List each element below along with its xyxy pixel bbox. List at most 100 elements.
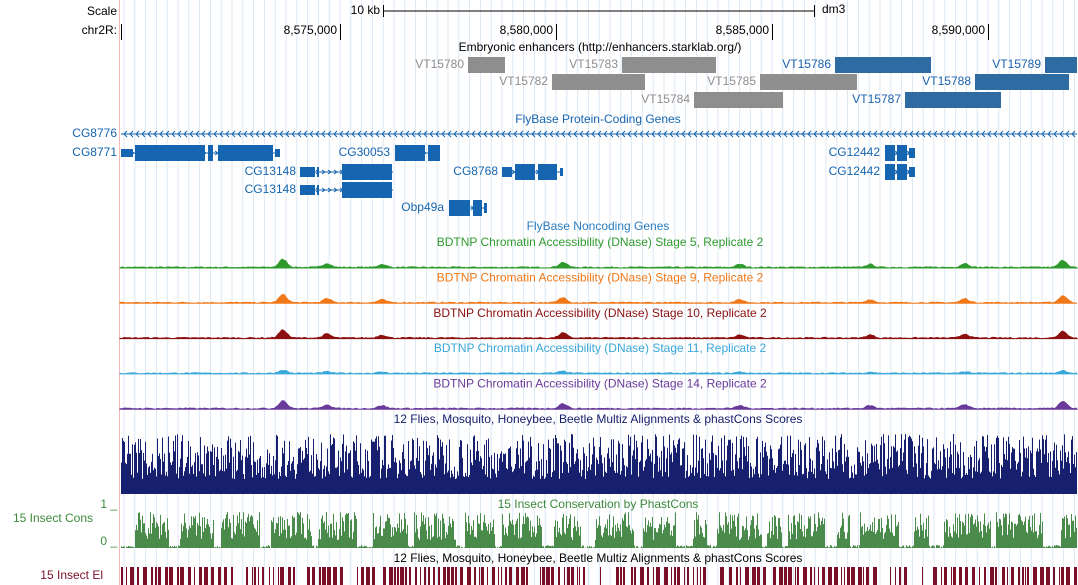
enhancer[interactable] [835, 57, 931, 73]
strand-arrow [483, 130, 488, 138]
strand-arrow [327, 169, 332, 175]
strand-arrow [201, 130, 206, 138]
strand-arrow [345, 130, 350, 138]
strand-arrow [123, 130, 128, 138]
element [951, 567, 952, 585]
element [455, 567, 457, 585]
exon [300, 185, 315, 195]
strand-arrow [525, 130, 530, 138]
strand-arrow [261, 130, 266, 138]
enhancer-label: VT15789 [992, 57, 1041, 71]
strand-arrow [555, 130, 560, 138]
strand-arrow [633, 130, 638, 138]
element [656, 567, 660, 585]
element [188, 567, 191, 585]
element [428, 567, 430, 585]
strand-arrow [135, 130, 140, 138]
element [415, 567, 417, 585]
gene[interactable] [449, 200, 487, 216]
gene[interactable] [502, 164, 563, 180]
element [389, 567, 393, 585]
strand-arrow [675, 130, 680, 138]
strand-arrow [477, 130, 482, 138]
strand-arrow [813, 130, 818, 138]
strand-arrow [711, 130, 716, 138]
strand-arrow [903, 130, 908, 138]
gene[interactable] [300, 164, 393, 180]
element [959, 567, 962, 585]
strand-arrow [987, 130, 992, 138]
enhancer[interactable] [622, 57, 716, 73]
strand-arrow [291, 130, 296, 138]
exon [449, 200, 470, 216]
strand-arrow [141, 130, 146, 138]
gene[interactable] [395, 145, 440, 161]
element [953, 567, 956, 585]
element [693, 567, 694, 585]
strand-arrow [177, 130, 182, 138]
strand-arrow [315, 130, 320, 138]
enhancer[interactable] [975, 74, 1069, 90]
element [899, 567, 901, 585]
element [137, 567, 139, 585]
track-title: BDTNP Chromatin Accessibility (DNase) St… [437, 235, 764, 249]
element [121, 567, 123, 585]
strand-arrow [609, 130, 614, 138]
scale-label: Scale [87, 4, 117, 18]
element [262, 567, 264, 585]
strand-arrow [1065, 130, 1070, 138]
element [460, 567, 463, 585]
gene[interactable] [885, 164, 915, 180]
strand-arrow [843, 130, 848, 138]
strand-arrow [213, 130, 218, 138]
strand-arrow [219, 130, 224, 138]
track-title: 15 Insect Conservation by PhastCons [498, 497, 699, 511]
enhancer[interactable] [468, 57, 505, 73]
element [409, 567, 411, 585]
element [246, 567, 248, 585]
cons-signal [121, 512, 1077, 548]
axis-label: 1 _ [100, 497, 117, 511]
exon [317, 167, 319, 177]
strand-arrow [861, 130, 866, 138]
element [564, 567, 565, 585]
exon [885, 164, 895, 180]
gene[interactable] [885, 145, 915, 161]
strand-arrow [513, 130, 518, 138]
enhancer[interactable] [694, 92, 783, 108]
element [933, 567, 937, 585]
strand-arrow [573, 130, 578, 138]
enhancer[interactable] [1045, 57, 1077, 73]
element [143, 567, 147, 585]
element [616, 567, 619, 585]
element [467, 567, 471, 585]
element [521, 567, 525, 585]
strand-arrow [777, 130, 782, 138]
element [322, 567, 326, 585]
element [1053, 567, 1055, 585]
enhancer[interactable] [905, 92, 1001, 108]
track-title: BDTNP Chromatin Accessibility (DNase) St… [433, 306, 767, 320]
strand-arrow [687, 130, 692, 138]
enhancer[interactable] [760, 74, 857, 90]
element [965, 567, 968, 585]
gene[interactable] [121, 145, 280, 161]
enhancer[interactable] [552, 74, 645, 90]
strand-arrow [441, 130, 446, 138]
element [1007, 567, 1008, 585]
element [1046, 567, 1050, 585]
element [941, 567, 942, 585]
strand-arrow [411, 130, 416, 138]
axis-label: 0 _ [100, 534, 117, 548]
strand-arrow [765, 130, 770, 138]
ruler-tick-label: 8,575,000 [284, 23, 338, 37]
track-title: FlyBase Protein-Coding Genes [515, 112, 680, 126]
strand-arrow [357, 130, 362, 138]
gene-label: CG30053 [339, 145, 391, 159]
gene[interactable] [300, 182, 393, 198]
element [180, 567, 184, 585]
strand-arrow [747, 130, 752, 138]
strand-arrow [717, 130, 722, 138]
exon [909, 148, 915, 158]
strand-arrow [627, 130, 632, 138]
